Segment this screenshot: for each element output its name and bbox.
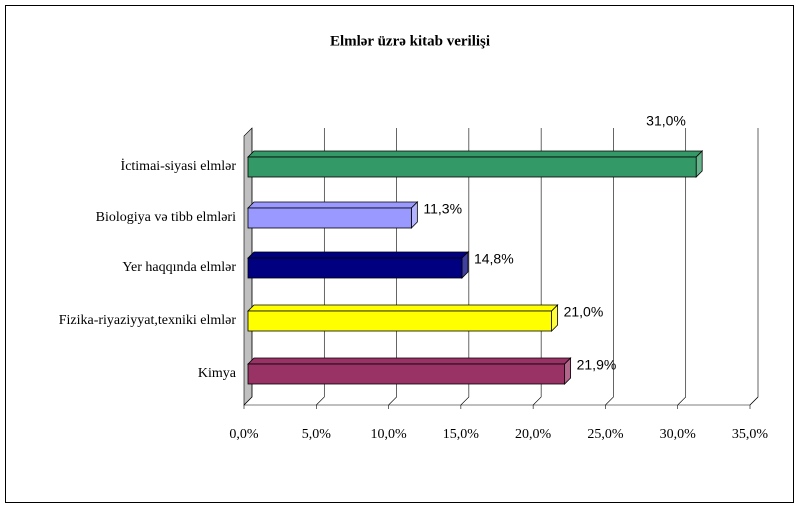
chart-title: Elmlər üzrə kitab verilişi <box>330 33 490 49</box>
x-tick-label: 30,0% <box>660 427 697 442</box>
bar-top <box>247 304 559 312</box>
x-tick-label: 15,0% <box>443 427 480 442</box>
data-label: 14,8% <box>474 251 514 267</box>
grid-line <box>460 128 470 406</box>
bar <box>247 363 566 385</box>
bar <box>247 156 697 178</box>
bar <box>247 310 553 332</box>
x-tick-label: 25,0% <box>587 427 624 442</box>
bar-top <box>247 150 704 158</box>
grid-line <box>605 128 614 406</box>
x-tick-label: 10,0% <box>370 427 407 442</box>
data-label: 31,0% <box>646 113 686 129</box>
y-tick-label: Yer haqqında elmlər <box>122 260 236 275</box>
y-tick-label: Kimya <box>198 366 237 381</box>
y-tick-label: Fizika-riyaziyyat,texniki elmlər <box>59 313 237 328</box>
y-tick-label: Biologiya və tibb elmləri <box>96 210 236 225</box>
bar <box>247 207 412 229</box>
y-tick-label: İctimai-siyasi elmlər <box>121 158 237 174</box>
data-label: 11,3% <box>423 201 462 217</box>
bar-top <box>247 251 469 259</box>
x-tick-label: 35,0% <box>732 427 769 442</box>
x-tick-label: 20,0% <box>515 427 552 442</box>
x-tick-label: 5,0% <box>302 427 332 442</box>
data-label: 21,0% <box>564 304 604 320</box>
grid-line <box>532 128 542 406</box>
bar <box>247 257 463 279</box>
bar-top <box>247 357 572 365</box>
grid-line <box>749 128 759 406</box>
data-label: 21,9% <box>577 357 617 373</box>
x-tick-label: 0,0% <box>229 427 259 442</box>
grid-line <box>677 128 687 406</box>
bar-top <box>247 201 419 209</box>
